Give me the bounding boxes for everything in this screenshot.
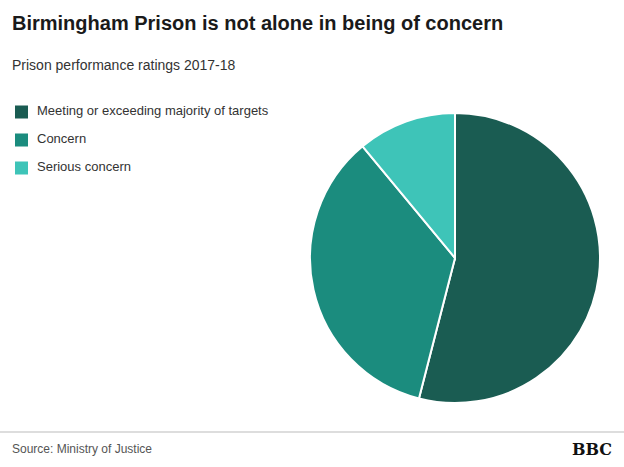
logo: BBC <box>572 440 612 459</box>
legend: Meeting or exceeding majority of targets… <box>15 103 269 174</box>
pie <box>310 113 600 403</box>
legend-label: Concern <box>37 131 86 146</box>
legend-swatch <box>15 162 28 175</box>
title: Birmingham Prison is not alone in being … <box>12 12 503 34</box>
source: Source: Ministry of Justice <box>12 442 152 456</box>
legend-swatch <box>15 106 28 119</box>
legend-swatch <box>15 134 28 147</box>
subtitle: Prison performance ratings 2017-18 <box>12 57 236 73</box>
footer-rule <box>0 432 624 433</box>
pie-slice <box>363 113 455 258</box>
legend-label: Serious concern <box>37 159 131 174</box>
legend-label: Meeting or exceeding majority of targets <box>37 103 269 118</box>
chart: Birmingham Prison is not alone in being … <box>0 0 624 467</box>
